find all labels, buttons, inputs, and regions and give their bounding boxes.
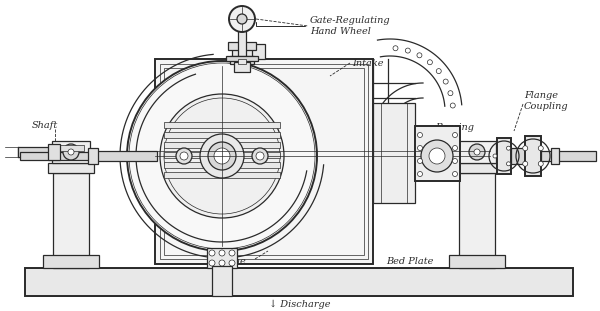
Bar	[458, 141, 496, 163]
Circle shape	[418, 132, 422, 137]
Circle shape	[252, 148, 268, 164]
Text: Shaft: Shaft	[32, 122, 58, 131]
Circle shape	[452, 159, 458, 164]
Bar	[53, 173, 89, 268]
Text: Gate-Regulating
Hand Wheel: Gate-Regulating Hand Wheel	[310, 16, 391, 36]
Bar	[234, 62, 250, 72]
Circle shape	[452, 146, 458, 151]
Circle shape	[523, 161, 528, 166]
Bar	[164, 142, 280, 148]
Bar	[226, 56, 258, 61]
Circle shape	[406, 48, 410, 53]
Bar	[525, 136, 541, 176]
Bar	[212, 266, 232, 296]
Circle shape	[538, 146, 543, 151]
Circle shape	[427, 60, 433, 65]
Bar	[454, 163, 500, 173]
Bar	[88, 148, 98, 164]
Text: Bed Plate: Bed Plate	[386, 257, 434, 266]
Circle shape	[469, 144, 485, 160]
Circle shape	[229, 6, 255, 32]
Bar	[52, 141, 90, 163]
Circle shape	[448, 91, 453, 96]
Bar	[164, 152, 280, 158]
Bar	[18, 147, 68, 157]
Bar	[25, 268, 573, 296]
Text: Intake: Intake	[352, 58, 383, 67]
Circle shape	[200, 134, 244, 178]
Circle shape	[417, 53, 422, 58]
Circle shape	[229, 260, 235, 266]
Circle shape	[538, 161, 543, 166]
Text: Bearing: Bearing	[435, 123, 474, 132]
Bar	[238, 18, 246, 58]
Circle shape	[209, 250, 215, 256]
Circle shape	[229, 250, 235, 256]
Circle shape	[160, 94, 284, 218]
Bar	[164, 162, 280, 168]
Circle shape	[63, 144, 79, 160]
Bar	[240, 44, 265, 59]
Bar	[449, 255, 505, 268]
Circle shape	[418, 171, 422, 177]
Circle shape	[436, 69, 441, 74]
Text: Flange
Coupling: Flange Coupling	[524, 91, 569, 111]
Circle shape	[418, 146, 422, 151]
Bar	[164, 132, 280, 138]
Circle shape	[418, 159, 422, 164]
Circle shape	[208, 142, 236, 170]
Bar	[164, 122, 280, 128]
Circle shape	[523, 146, 528, 151]
Circle shape	[219, 260, 225, 266]
Bar	[20, 152, 90, 160]
Circle shape	[237, 14, 247, 24]
Bar	[497, 138, 511, 174]
Bar	[58, 145, 84, 151]
Circle shape	[429, 148, 445, 164]
Bar	[238, 59, 246, 64]
Bar	[373, 103, 415, 203]
Bar	[48, 144, 60, 160]
Circle shape	[506, 146, 511, 150]
Circle shape	[68, 149, 74, 155]
Circle shape	[506, 162, 511, 166]
Bar	[230, 56, 254, 64]
Circle shape	[474, 149, 480, 155]
Bar	[511, 148, 525, 164]
Bar	[155, 59, 373, 264]
Circle shape	[393, 46, 398, 51]
Circle shape	[219, 250, 225, 256]
Circle shape	[450, 103, 455, 108]
Circle shape	[493, 154, 497, 158]
Circle shape	[180, 152, 188, 160]
Bar	[459, 173, 495, 268]
Bar	[207, 248, 237, 268]
Circle shape	[256, 152, 264, 160]
Text: ↓ Discharge: ↓ Discharge	[269, 299, 331, 309]
Circle shape	[421, 140, 453, 172]
Bar	[541, 151, 596, 161]
Bar	[415, 126, 460, 181]
Bar	[164, 68, 364, 255]
Bar	[551, 148, 559, 164]
Circle shape	[443, 79, 448, 84]
Circle shape	[214, 148, 230, 164]
Circle shape	[127, 61, 317, 251]
Circle shape	[176, 148, 192, 164]
Bar	[228, 42, 256, 50]
Circle shape	[452, 171, 458, 177]
Bar	[160, 64, 368, 259]
Circle shape	[209, 260, 215, 266]
Text: Turbine: Turbine	[208, 257, 247, 266]
Bar	[43, 255, 99, 268]
Bar	[95, 151, 157, 161]
Bar	[48, 163, 94, 173]
Bar	[232, 47, 252, 59]
Bar	[164, 172, 280, 178]
Circle shape	[452, 132, 458, 137]
